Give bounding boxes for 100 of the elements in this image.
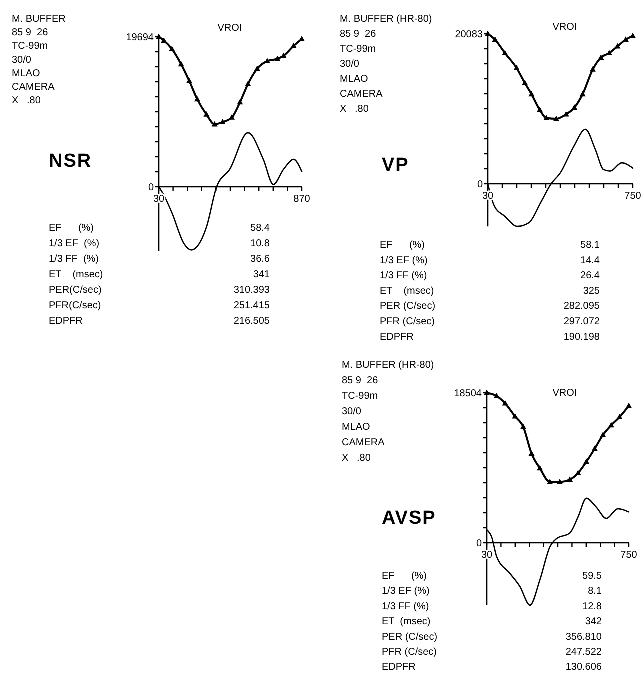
text: 356.810 <box>566 632 602 643</box>
point <box>537 465 544 471</box>
text: PFR (C/sec) <box>382 647 437 658</box>
text: 342 <box>585 616 602 628</box>
text: 1/3 FF (%) <box>49 254 100 265</box>
text: EDPFR <box>49 316 83 327</box>
text: ET (msec) <box>382 616 431 628</box>
y-tick-label: 18504 <box>454 388 482 400</box>
point <box>245 80 252 86</box>
text: 1/3 EF (%) <box>382 586 430 598</box>
text: CAMERA <box>12 82 56 93</box>
text: CAMERA <box>340 89 384 100</box>
text: M. BUFFER (HR-80) <box>342 360 434 371</box>
point <box>584 458 590 464</box>
chart-title: VROI <box>218 23 242 34</box>
text: 1/3 EF (%) <box>380 255 428 266</box>
text: 341 <box>253 270 270 280</box>
text: EF (%) <box>49 223 94 234</box>
text: 26.4 <box>580 270 600 282</box>
point <box>299 36 305 42</box>
y-tick-label: 0 <box>477 180 484 190</box>
point <box>598 54 604 60</box>
text: VP <box>382 155 410 176</box>
annotation: 58.4 <box>250 223 270 234</box>
text: ET (msec) <box>380 286 434 297</box>
point <box>575 470 582 476</box>
text: PFR (C/sec) <box>380 316 435 328</box>
text: 310.393 <box>234 285 270 296</box>
y-tick-label: 19694 <box>126 32 154 44</box>
text: MLAO <box>12 68 41 80</box>
point <box>169 46 176 52</box>
text: 85 9 26 <box>340 29 377 40</box>
text: 282.095 <box>564 301 600 312</box>
text: 190.198 <box>564 332 600 343</box>
annotation: 12.8 <box>582 601 602 612</box>
point <box>600 432 606 438</box>
text: 216.505 <box>234 316 270 327</box>
point <box>630 32 636 38</box>
text: PFR(C/sec) <box>49 300 102 312</box>
annotation: 59.5 <box>582 571 602 582</box>
text: EDPFR <box>380 332 414 343</box>
text: 36.6 <box>250 254 270 265</box>
x-tick-label: 750 <box>620 550 638 561</box>
text: AVSP <box>382 508 436 529</box>
x-tick-label: 750 <box>624 191 641 202</box>
text: 251.415 <box>234 300 270 312</box>
text: 1/3 FF (%) <box>382 601 430 612</box>
text: MLAO <box>340 74 369 85</box>
text: M. BUFFER (HR-80) <box>340 14 432 25</box>
point <box>220 119 226 124</box>
annotation: 8.1 <box>588 586 602 598</box>
text: X .80 <box>12 96 42 107</box>
text: 1/3 EF (%) <box>49 238 100 250</box>
point <box>626 402 632 408</box>
point <box>194 96 200 102</box>
point <box>592 446 598 452</box>
text: X .80 <box>342 453 372 464</box>
text: 30/0 <box>342 406 362 418</box>
text: 14.4 <box>580 255 600 266</box>
text: TC-99m <box>12 41 48 52</box>
text: EF (%) <box>380 240 425 251</box>
chart-title: VROI <box>552 22 578 33</box>
text: X .80 <box>340 104 370 115</box>
point <box>290 42 297 48</box>
text: EF (%) <box>382 571 427 582</box>
point <box>514 65 520 70</box>
point <box>528 450 535 456</box>
point <box>237 99 244 105</box>
text: 1/3 FF (%) <box>380 270 428 282</box>
x-tick-label: 870 <box>294 194 311 205</box>
text: PER (C/sec) <box>380 301 436 312</box>
point <box>512 413 518 419</box>
chart-title: VROI <box>552 388 578 399</box>
text: 325 <box>583 286 600 297</box>
text: 85 9 26 <box>12 28 49 39</box>
point <box>567 476 574 482</box>
point <box>502 50 508 56</box>
annotation: 10.8 <box>250 238 270 250</box>
text: M. BUFFER <box>12 14 66 25</box>
text: TC-99m <box>342 391 378 402</box>
point <box>553 116 560 122</box>
text: 297.072 <box>564 316 600 328</box>
point <box>580 91 586 97</box>
point <box>536 106 543 112</box>
point <box>274 56 281 62</box>
point <box>547 479 554 484</box>
point <box>186 78 192 84</box>
point <box>608 422 614 428</box>
text: PER (C/sec) <box>382 632 438 643</box>
text: CAMERA <box>342 438 386 448</box>
point <box>178 61 184 67</box>
text: PER(C/sec) <box>49 285 102 296</box>
point <box>212 121 218 127</box>
point <box>492 36 498 42</box>
point <box>254 66 260 72</box>
text: 30/0 <box>340 59 360 70</box>
point <box>520 424 526 430</box>
y-tick-label: 0 <box>476 538 482 550</box>
point <box>556 479 563 484</box>
text: NSR <box>49 151 92 172</box>
